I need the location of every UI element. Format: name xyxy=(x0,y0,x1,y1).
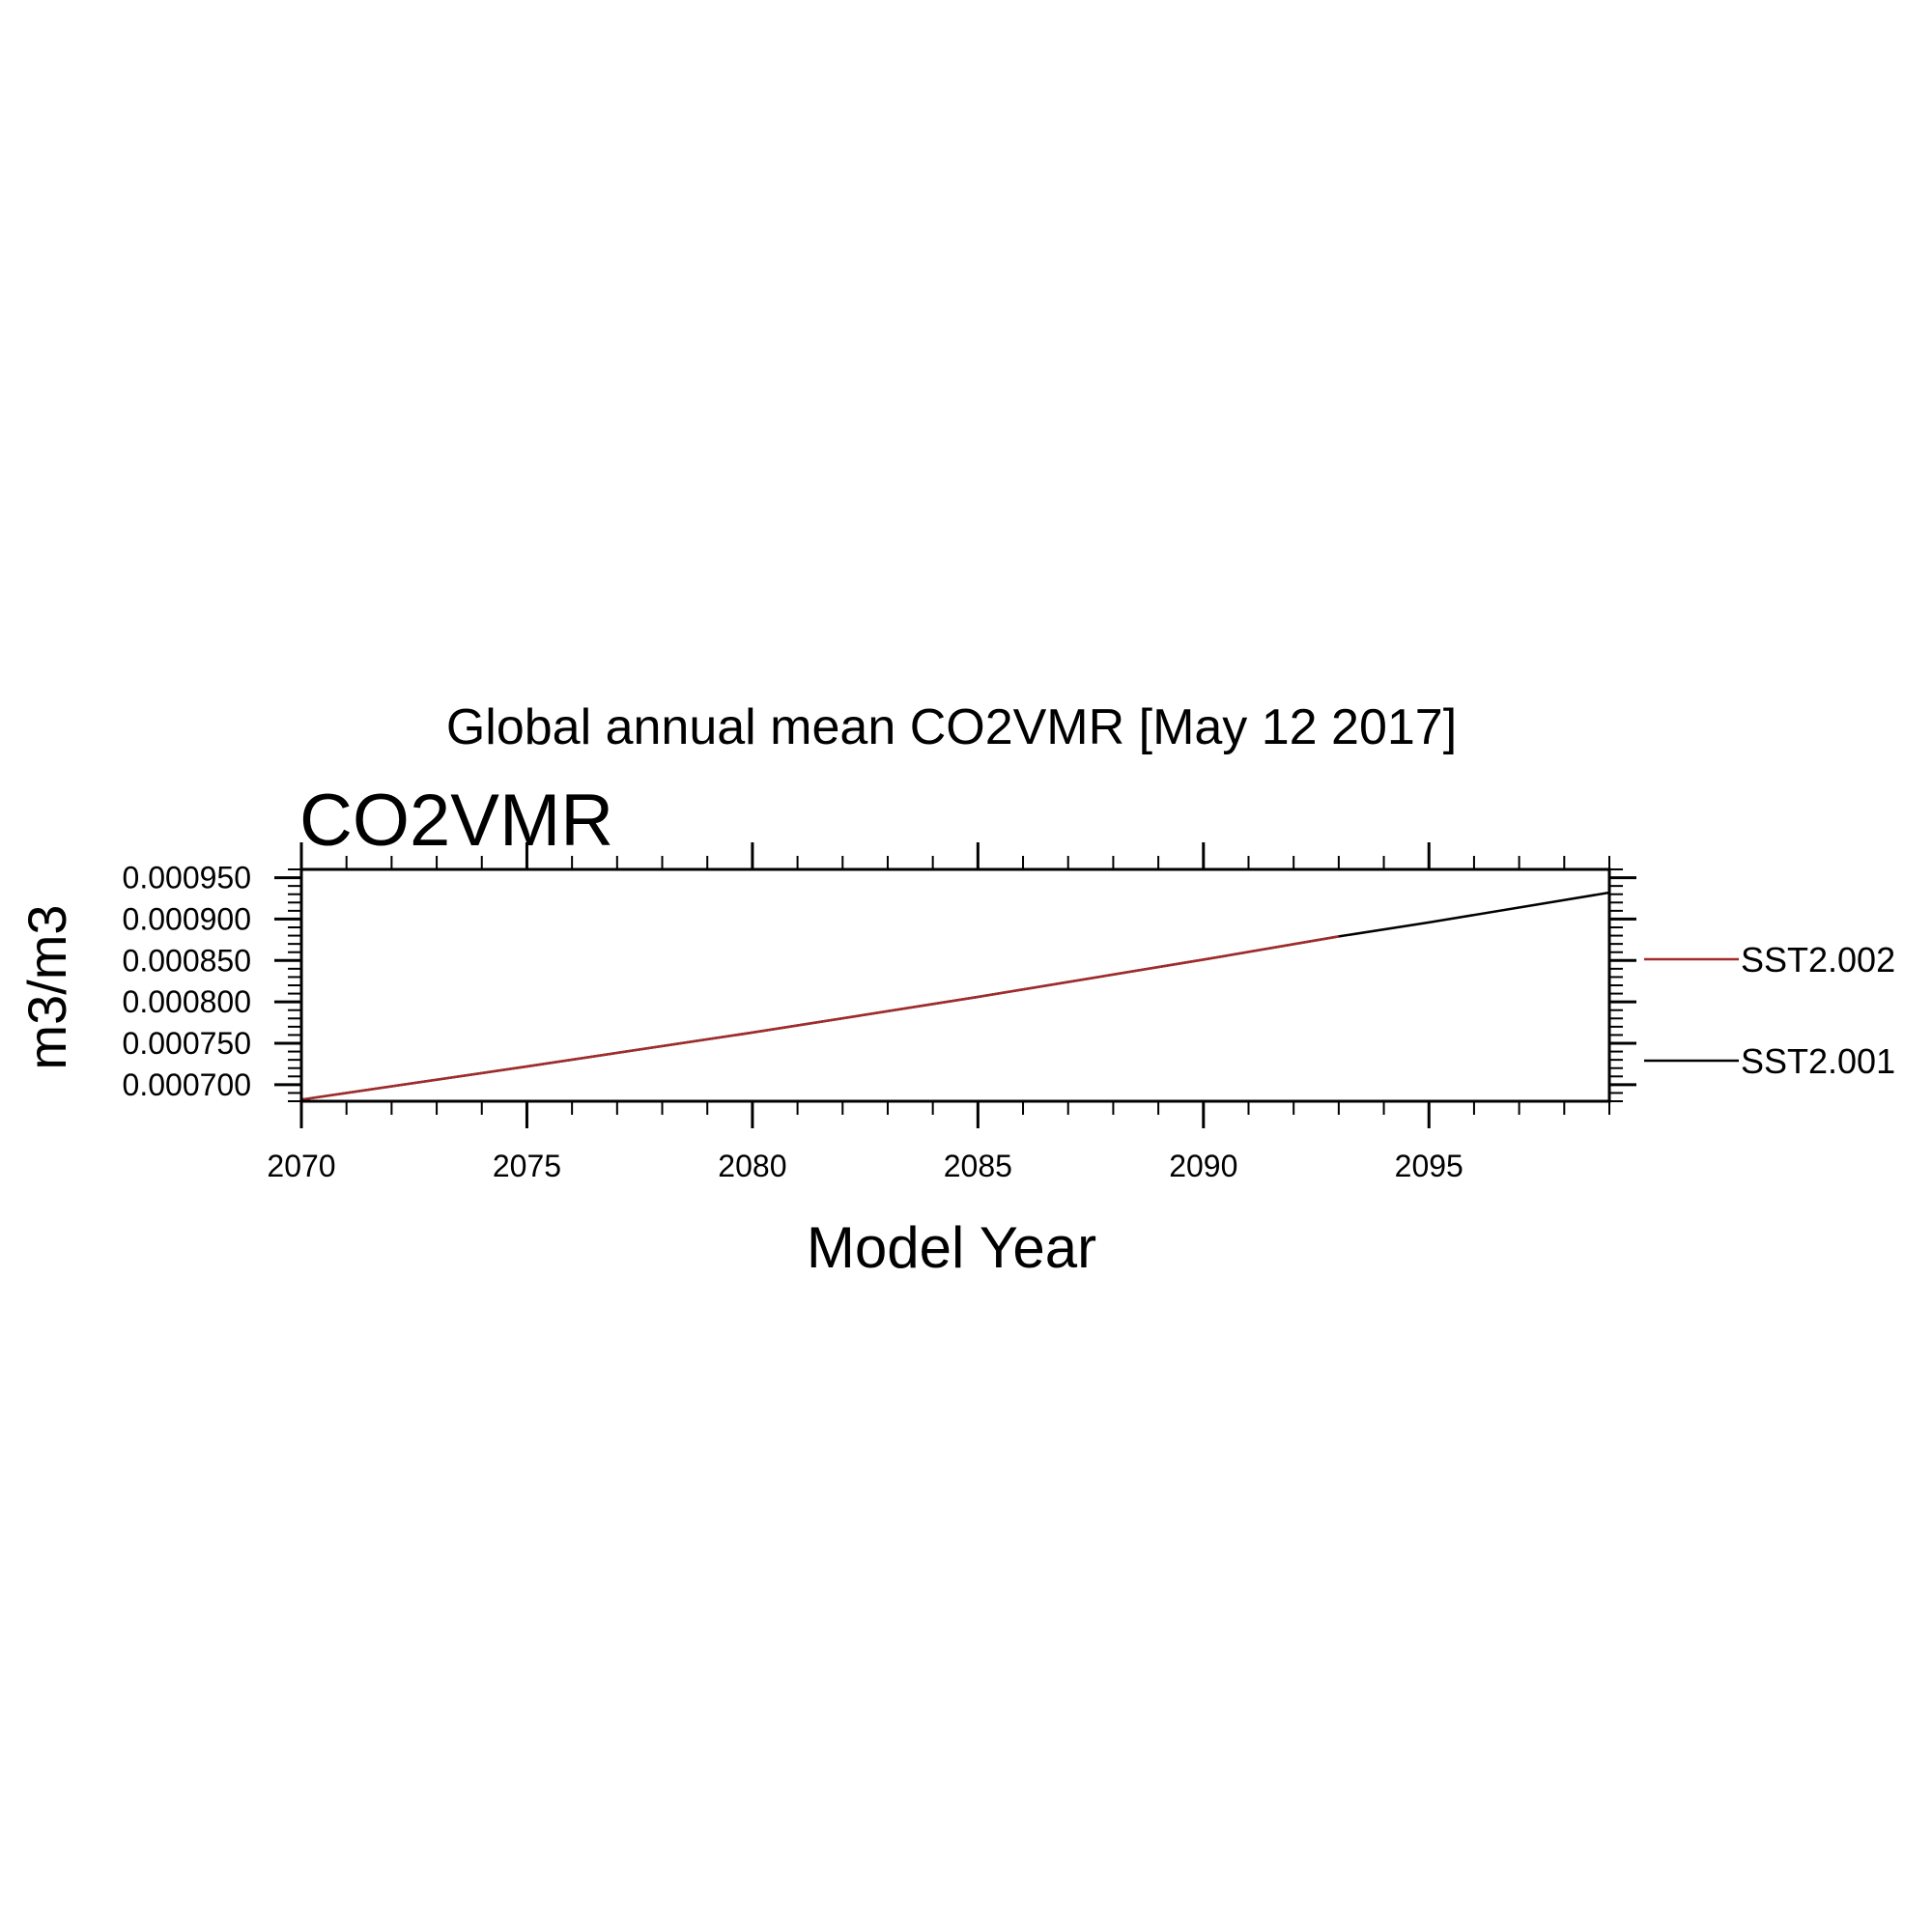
x-tick-label: 2085 xyxy=(944,1149,1012,1183)
x-tick-label: 2080 xyxy=(718,1149,786,1183)
legend: SST2.002 SST2.001 xyxy=(1644,940,1895,1081)
x-tick-label: 2095 xyxy=(1395,1149,1463,1183)
x-tick-label: 2070 xyxy=(267,1149,335,1183)
chart-title: Global annual mean CO2VMR [May 12 2017] xyxy=(446,699,1457,755)
x-axis-label: Model Year xyxy=(807,1215,1096,1280)
legend-label: SST2.002 xyxy=(1741,940,1895,980)
y-tick-label: 0.000850 xyxy=(123,943,251,978)
series-line-sst2-002 xyxy=(300,935,1340,1101)
series-layer xyxy=(300,891,1610,1101)
chart-subtitle: CO2VMR xyxy=(299,780,613,862)
y-tick-label: 0.000950 xyxy=(123,861,251,895)
series-line-sst2-001 xyxy=(300,891,1610,1101)
legend-label: SST2.001 xyxy=(1741,1041,1895,1081)
x-tick-label: 2075 xyxy=(493,1149,561,1183)
ticks-layer: 2070 2075 2080 2085 2090 2095 0.000700 0.000750… xyxy=(123,842,1636,1183)
y-tick-label: 0.000800 xyxy=(123,984,251,1019)
plot-frame xyxy=(299,867,1611,1103)
y-axis-label: m3/m3 xyxy=(16,904,77,1069)
y-tick-label: 0.000750 xyxy=(123,1026,251,1061)
y-tick-label: 0.000900 xyxy=(123,901,251,936)
x-tick-label: 2090 xyxy=(1169,1149,1237,1183)
y-tick-label: 0.000700 xyxy=(123,1067,251,1102)
